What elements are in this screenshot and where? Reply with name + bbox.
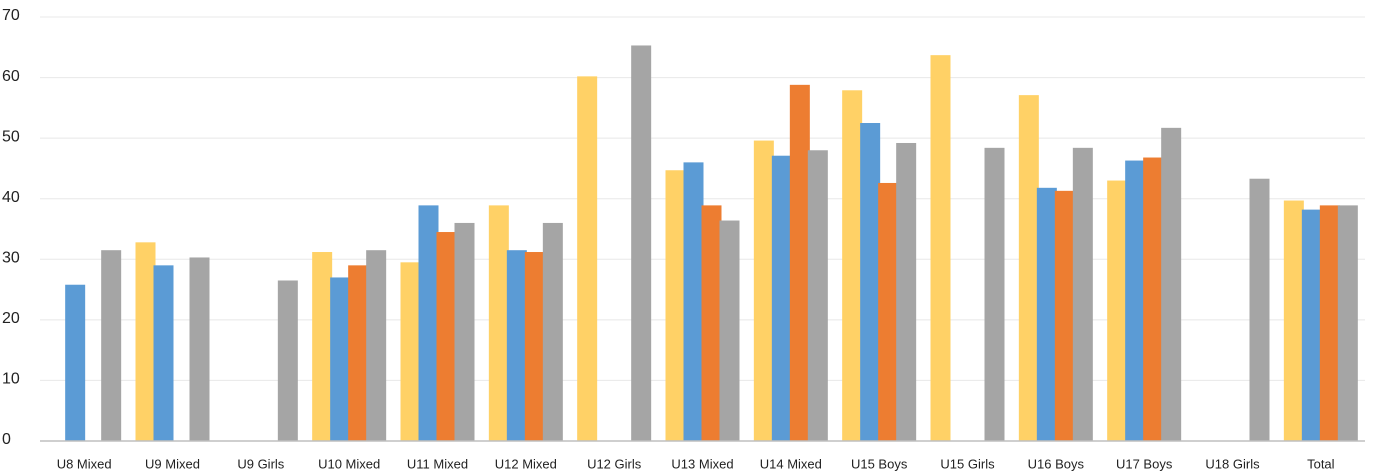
x-tick-label: U16 Boys xyxy=(1028,456,1085,471)
bar xyxy=(135,242,156,441)
bar xyxy=(506,250,527,441)
bar xyxy=(436,232,457,441)
bar xyxy=(1249,178,1270,441)
x-tick-label: U17 Boys xyxy=(1116,456,1173,471)
bar xyxy=(665,170,686,441)
bar xyxy=(1337,205,1358,441)
bar xyxy=(896,142,917,441)
bar xyxy=(1161,127,1182,442)
bar xyxy=(984,147,1005,441)
x-tick-label: U15 Girls xyxy=(940,456,995,471)
bar xyxy=(1054,190,1075,441)
x-tick-label: U14 Mixed xyxy=(760,456,822,471)
x-tick-label: U18 Girls xyxy=(1205,456,1260,471)
bar xyxy=(312,252,333,441)
bar xyxy=(454,222,475,441)
y-tick-label: 20 xyxy=(2,310,20,327)
bar xyxy=(189,257,210,441)
y-tick-label: 0 xyxy=(2,431,11,448)
y-tick-label: 40 xyxy=(2,189,20,206)
bar xyxy=(842,90,863,441)
bar xyxy=(753,140,774,441)
bar xyxy=(631,45,652,442)
bar xyxy=(400,262,421,441)
y-tick-label: 30 xyxy=(2,250,20,267)
bar xyxy=(577,76,598,442)
x-tick-label: U9 Mixed xyxy=(145,456,200,471)
bar xyxy=(1125,160,1146,441)
bar xyxy=(1036,187,1057,441)
bar xyxy=(1301,209,1322,441)
x-tick-label: U15 Boys xyxy=(851,456,908,471)
x-tick-label: U12 Mixed xyxy=(495,456,557,471)
bar xyxy=(1283,200,1304,441)
x-tick-label: U11 Mixed xyxy=(407,456,468,471)
bar xyxy=(1072,147,1093,441)
bar xyxy=(878,182,899,442)
bar xyxy=(277,280,298,441)
bar xyxy=(683,162,704,441)
bar xyxy=(860,123,881,441)
bar xyxy=(542,222,563,441)
bar xyxy=(524,252,545,441)
y-tick-label: 60 xyxy=(2,68,20,85)
bar xyxy=(153,265,174,441)
x-tick-label: U10 Mixed xyxy=(318,456,380,471)
bar xyxy=(330,277,351,441)
bar xyxy=(701,205,722,441)
bar xyxy=(1143,157,1164,442)
bar xyxy=(930,55,951,441)
y-tick-label: 10 xyxy=(2,371,20,388)
bar xyxy=(366,250,387,441)
bar xyxy=(101,250,122,441)
bar xyxy=(807,150,828,441)
bar xyxy=(65,284,86,441)
bar xyxy=(488,205,509,441)
x-tick-label: U8 Mixed xyxy=(57,456,112,471)
bar xyxy=(348,265,369,441)
y-tick-label: 70 xyxy=(2,7,20,24)
bar xyxy=(418,205,439,441)
bar xyxy=(1319,205,1340,441)
y-tick-label: 50 xyxy=(2,128,20,145)
x-tick-label: U12 Girls xyxy=(587,456,642,471)
x-tick-label: U13 Mixed xyxy=(671,456,733,471)
bar xyxy=(771,155,792,442)
bar xyxy=(719,220,740,441)
bar xyxy=(789,84,810,441)
x-tick-label: U9 Girls xyxy=(237,456,284,471)
bar xyxy=(1107,180,1128,442)
x-tick-label: Total xyxy=(1307,456,1335,471)
bar xyxy=(1018,95,1039,441)
